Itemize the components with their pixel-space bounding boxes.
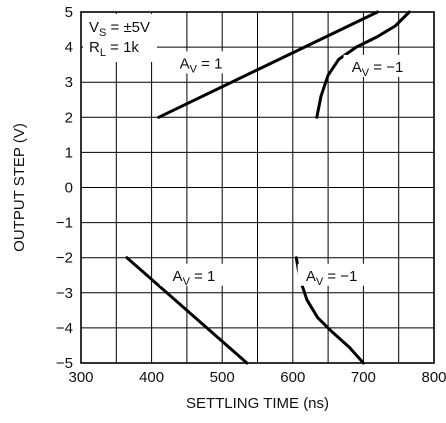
- y-tick-label: 2: [65, 109, 73, 126]
- x-tick-label: 300: [68, 369, 93, 386]
- x-tick-labels: 300 400 500 600 700 800: [68, 369, 446, 386]
- y-tick-label: 4: [65, 39, 73, 56]
- annotation-label: AV = 1: [180, 55, 223, 75]
- x-tick-label: 400: [139, 369, 164, 386]
- y-axis-title: OUTPUT STEP (V): [11, 123, 28, 252]
- x-tick-label: 600: [280, 369, 305, 386]
- x-tick-label: 800: [421, 369, 446, 386]
- y-tick-label: −2: [56, 250, 73, 267]
- y-tick-label: 0: [65, 180, 73, 197]
- condition-label: RL = 1k: [89, 39, 139, 59]
- y-tick-label: 5: [65, 4, 73, 21]
- annotation-background: [297, 263, 366, 286]
- y-tick-label: −3: [56, 285, 73, 302]
- annotation-label: AV = −1: [306, 268, 358, 288]
- annotations: AV = 1 AV = −1 AV = 1 AV = −1: [159, 51, 412, 288]
- y-tick-label: −1: [56, 215, 73, 232]
- annotation-background: [159, 263, 228, 286]
- y-tick-label: −5: [56, 355, 73, 372]
- x-tick-label: 700: [351, 369, 376, 386]
- annotation-label: AV = −1: [352, 59, 404, 79]
- plot-frame: [80, 11, 435, 364]
- series-line: [315, 10, 411, 119]
- y-tick-label: 1: [65, 144, 73, 161]
- conditions-background: [83, 14, 157, 62]
- annotation-background: [167, 51, 236, 74]
- series-group: [125, 10, 411, 365]
- y-tick-label: 3: [65, 74, 73, 91]
- annotation-background: [343, 54, 412, 77]
- series-line: [125, 256, 249, 365]
- series-line: [157, 10, 379, 119]
- condition-label: VS = ±5V: [89, 19, 150, 39]
- x-axis-title: SETTLING TIME (ns): [186, 395, 329, 412]
- x-tick-label: 500: [210, 369, 235, 386]
- y-tick-labels: 5 4 3 2 1 0 −1 −2 −3 −4 −5: [56, 4, 73, 372]
- y-tick-label: −4: [56, 320, 73, 337]
- grid: [81, 12, 434, 363]
- annotation-label: AV = 1: [173, 268, 216, 288]
